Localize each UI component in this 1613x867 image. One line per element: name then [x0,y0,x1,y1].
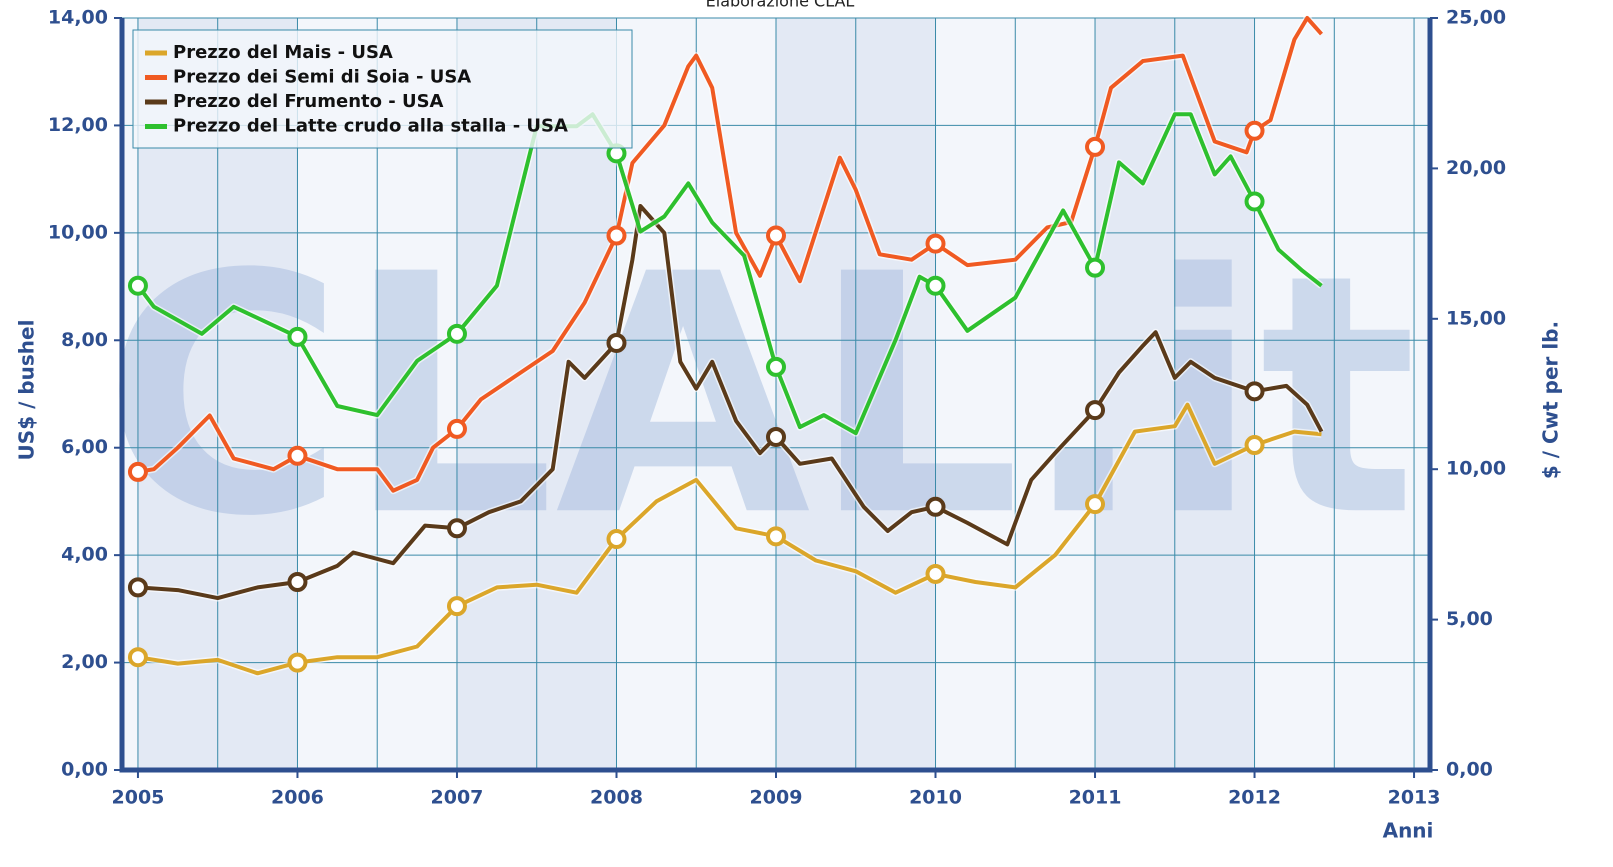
point-marker [606,529,627,550]
x-tick-label: 2006 [271,787,324,809]
series-line [136,112,1323,436]
point-marker [127,275,148,296]
y-tick-label: 14,00 [48,7,108,29]
y-tick-label: 4,00 [61,544,108,566]
legend-box [132,29,633,149]
series-line [137,204,1324,601]
y-axis-label: US$ / bushel [15,320,39,461]
point-marker [766,526,786,547]
point-marker [925,233,946,254]
x-tick-label: 2011 [1069,787,1122,809]
y-tick-label: 8,00 [61,329,108,351]
y-tick-label: 12,00 [48,114,108,136]
y-tick-label: 6,00 [61,436,108,458]
point-marker [766,426,786,447]
point-marker [287,652,308,673]
y-tick-label: 2,00 [61,651,108,673]
y2-tick-label: 15,00 [1446,307,1506,329]
point-marker [1085,257,1106,278]
point-marker [1085,136,1106,157]
x-tick-label: 2013 [1388,787,1441,809]
y2-tick-label: 0,00 [1446,759,1493,781]
point-marker [766,356,786,377]
point-marker [1085,494,1106,515]
point-marker [925,563,946,584]
point-marker [606,332,627,353]
point-marker [925,275,946,296]
y2-tick-label: 20,00 [1446,157,1506,179]
y2-tick-label: 10,00 [1446,458,1506,480]
point-marker [925,496,946,517]
x-tick-label: 2010 [909,787,962,809]
point-marker [1244,435,1265,456]
y2-tick-label: 5,00 [1446,608,1493,630]
point-marker [1244,191,1265,212]
y-tick-label: 0,00 [61,759,108,781]
x-tick-label: 2007 [431,787,484,809]
point-marker [127,647,148,668]
point-marker [446,518,467,539]
point-marker [446,323,467,344]
y2-axis-label: $ / Cwt per lb. [1539,321,1563,479]
point-marker [1085,400,1106,421]
point-marker [446,418,467,439]
point-marker [1244,381,1265,402]
x-tick-label: 2012 [1228,787,1281,809]
point-marker [287,572,308,592]
point-marker [127,461,148,482]
point-marker [766,225,786,246]
point-marker [1244,120,1265,141]
x-tick-label: 2009 [750,787,803,809]
series-line [137,16,1323,493]
legend-label: Prezzo del Frumento - USA [173,91,444,112]
point-marker [606,225,627,246]
axis-frame [119,18,1433,773]
x-tick-label: 2005 [112,787,165,809]
y2-tick-label: 25,00 [1446,7,1506,29]
point-marker [446,596,467,617]
x-tick-label: 2008 [590,787,643,809]
legend-label: Prezzo del Mais - USA [173,42,393,63]
series-line [137,402,1322,676]
chart-title: Elaborazione CLAL [706,0,855,11]
point-marker [127,577,148,598]
legend-label: Prezzo dei Semi di Soia - USA [173,67,471,88]
legend-label: Prezzo del Latte crudo alla stalla - USA [173,116,568,137]
y-tick-label: 10,00 [48,221,108,243]
x-axis-label: Anni [1383,819,1434,843]
point-marker [287,326,308,347]
point-marker [287,445,308,466]
